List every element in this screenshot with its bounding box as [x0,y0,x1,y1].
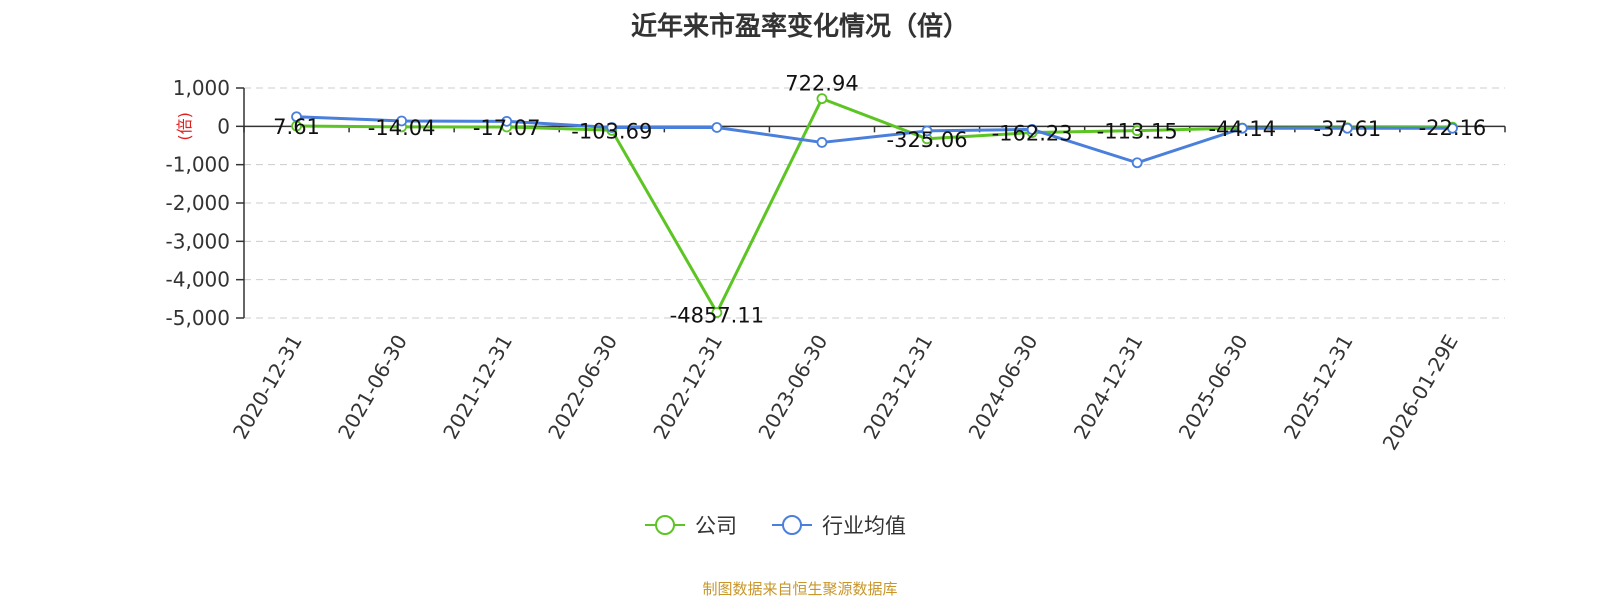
grid-lines [244,87,1505,319]
data-point[interactable] [1447,122,1458,134]
legend-company[interactable]: 公司 [645,514,737,538]
data-label: -325.06 [887,128,968,152]
source-note: 制图数据来自恒生聚源数据库 [702,580,898,598]
legend-label: 公司 [695,514,737,538]
data-label: -162.23 [992,122,1073,146]
y-tick-label: 0 [217,114,230,138]
data-point[interactable] [711,307,723,318]
data-labels: 7.61 -14.04 -17.07 -103.69 -4857.11 722.94 -32… [273,72,1486,328]
series-line-industry [296,115,1453,165]
data-label: -4857.11 [670,304,764,328]
x-tick-label: 2023-06-30 [753,331,832,444]
x-tick-label: 2024-06-30 [964,331,1043,444]
y-tick-label: -4,000 [166,268,230,292]
data-label: -22.16 [1419,116,1487,140]
data-label: -14.04 [368,116,436,140]
data-point[interactable] [291,111,302,123]
x-tick-label: 2020-12-31 [228,331,307,444]
axes: 1,000 0 -1,000 -2,000 -3,000 -4,000 -5,000 (倍) 2… [166,76,1506,455]
chart-title: 近年来市盈率变化情况（倍） [630,12,969,42]
data-points [291,93,1458,318]
data-point[interactable] [1131,157,1143,169]
x-tick-label: 2025-06-30 [1174,331,1253,444]
y-tick-label: -2,000 [166,191,230,215]
data-label: 7.61 [273,115,320,139]
data-point[interactable] [816,137,828,148]
data-label: -37.61 [1314,117,1382,141]
series-lines [296,97,1453,315]
data-point[interactable] [921,125,933,137]
y-tick-label: -1,000 [166,153,230,177]
data-point[interactable] [1236,122,1248,134]
x-tick-label: 2021-12-31 [438,331,517,444]
x-tick-label: 2025-12-31 [1279,331,1358,444]
data-point[interactable] [396,115,408,127]
x-tick-label: 2026-01-29E [1378,331,1463,455]
y-tick-label: -5,000 [166,306,230,330]
x-tick-label: 2022-12-31 [648,331,727,444]
data-label: -44.14 [1208,117,1276,141]
data-label: 722.94 [785,72,858,96]
legend-industry[interactable]: 行业均值 [772,514,906,538]
y-tick-label: 1,000 [173,76,230,100]
legend-circle-icon [655,515,675,535]
data-label: -17.07 [473,116,541,140]
y-tick-label: -3,000 [166,229,230,253]
legend[interactable]: 公司 行业均值 [645,514,906,538]
data-point[interactable] [816,93,828,105]
data-point[interactable] [501,115,513,127]
x-tick-label: 2023-12-31 [858,331,937,444]
data-label: -103.69 [571,119,652,143]
data-point[interactable] [606,122,618,133]
x-tick-label: 2021-06-30 [333,331,412,444]
legend-label: 行业均值 [822,514,906,538]
y-axis-unit-label: (倍) [175,112,194,141]
data-point[interactable] [711,122,723,133]
x-tick-label: 2024-12-31 [1069,331,1148,444]
legend-circle-icon [782,515,802,535]
data-point[interactable] [1026,123,1038,135]
data-point[interactable] [1131,125,1143,137]
data-label: -113.15 [1097,120,1178,144]
data-point[interactable] [1341,122,1353,134]
x-tick-label: 2022-06-30 [543,331,622,444]
